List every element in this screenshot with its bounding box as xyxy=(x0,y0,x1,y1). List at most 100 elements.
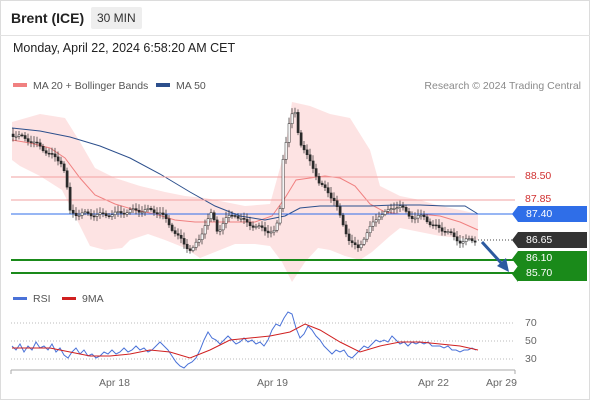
forecast-arrow xyxy=(480,240,509,272)
legend-bollinger: MA 20 + Bollinger Bands xyxy=(13,80,148,92)
candle-body xyxy=(464,238,468,242)
candle-body xyxy=(347,233,351,241)
candle-body xyxy=(68,186,72,211)
candle-body xyxy=(215,219,219,232)
candle-body xyxy=(353,242,357,245)
candle-body xyxy=(341,214,345,226)
legend-rsi-ma: 9MA xyxy=(62,293,104,305)
candle-body xyxy=(50,153,54,155)
candle-body xyxy=(374,219,378,223)
candle-body xyxy=(299,132,303,146)
candle-body xyxy=(170,224,174,231)
candle-body xyxy=(74,212,78,216)
candle-body xyxy=(281,159,285,209)
ma50-line xyxy=(11,127,479,221)
candle-body xyxy=(473,240,477,243)
instrument-title: Brent (ICE) xyxy=(11,10,85,26)
candle-body xyxy=(395,207,399,209)
candle-body xyxy=(179,234,183,239)
candle-body xyxy=(137,209,141,213)
candle-body xyxy=(380,214,384,218)
candle-body xyxy=(23,135,27,139)
candle-body xyxy=(191,247,195,251)
candle-body xyxy=(194,241,198,248)
x-tick-apr22: Apr 22 xyxy=(418,377,449,389)
candle-body xyxy=(344,224,348,235)
candle-body xyxy=(308,154,312,162)
candle-body xyxy=(167,218,171,226)
legend-ma50: MA 50 xyxy=(156,80,206,92)
candle-body xyxy=(248,221,252,227)
pivot-tag: 87.40 xyxy=(512,206,587,222)
candle-body xyxy=(20,134,24,137)
legend-bollinger-label: MA 20 + Bollinger Bands xyxy=(33,80,149,92)
candle-body xyxy=(218,229,222,232)
candle-body xyxy=(11,133,15,137)
candle-body xyxy=(38,142,42,147)
candle-body xyxy=(296,112,300,133)
candle-body xyxy=(317,176,321,184)
candle-body xyxy=(212,212,216,221)
candle-body xyxy=(185,243,189,249)
candle-body xyxy=(92,215,96,218)
candle-body xyxy=(227,215,231,218)
candle-body xyxy=(284,142,288,160)
candle-body xyxy=(320,182,324,185)
candle-body xyxy=(65,170,69,188)
candle-body xyxy=(443,230,447,233)
timeframe-badge[interactable]: 30 MIN xyxy=(91,7,142,29)
support-tag-2: 85.70 xyxy=(512,266,587,282)
resistance-label-1: 88.50 xyxy=(525,170,552,182)
candle-body xyxy=(221,223,225,231)
candle-body xyxy=(440,227,444,232)
candle-body xyxy=(173,230,177,234)
candle-body xyxy=(26,138,30,142)
candle-body xyxy=(35,141,39,144)
candle-body xyxy=(458,240,462,244)
candle-body xyxy=(287,123,291,143)
candle-body xyxy=(350,240,354,243)
chart-timestamp: Monday, April 22, 2024 6:58:20 AM CET xyxy=(13,41,236,55)
candle-body xyxy=(164,214,168,219)
candle-body xyxy=(422,214,426,218)
candle-body xyxy=(143,209,147,213)
candle-body xyxy=(407,211,411,217)
candle-body xyxy=(230,215,234,217)
candle-body xyxy=(242,218,246,220)
candle-body xyxy=(356,244,360,249)
candle-body xyxy=(359,244,363,249)
candle-body xyxy=(314,168,318,177)
candle-body xyxy=(401,205,405,208)
candle-body xyxy=(266,230,270,234)
candle-body xyxy=(182,238,186,245)
candle-body xyxy=(365,232,369,240)
candle-body xyxy=(233,215,237,217)
candle-body xyxy=(386,209,390,212)
candle-body xyxy=(311,160,315,169)
candle-body xyxy=(368,226,372,234)
candle-body xyxy=(62,163,66,171)
candle-body xyxy=(113,211,117,215)
candle-body xyxy=(200,233,204,240)
rsi-tick-30: 30 xyxy=(525,353,537,365)
candle-body xyxy=(98,212,102,215)
candle-body xyxy=(80,212,84,216)
candle-body xyxy=(14,136,18,138)
candle-body xyxy=(239,218,243,220)
candle-body xyxy=(263,227,267,232)
last-price-tag: 86.65 xyxy=(512,232,587,248)
candle-body xyxy=(383,211,387,215)
candle-body xyxy=(56,156,60,162)
candle-body xyxy=(86,211,90,214)
bollinger-swatch xyxy=(13,83,27,88)
support-tag-1: 86.10 xyxy=(512,251,587,267)
candle-body xyxy=(332,197,336,201)
rsi-tick-70: 70 xyxy=(525,317,537,329)
candle-body xyxy=(293,112,297,115)
candle-body xyxy=(269,231,273,234)
candle-body xyxy=(455,236,459,242)
candle-body xyxy=(158,212,162,215)
candle-body xyxy=(452,232,456,237)
candle-body xyxy=(155,212,159,215)
